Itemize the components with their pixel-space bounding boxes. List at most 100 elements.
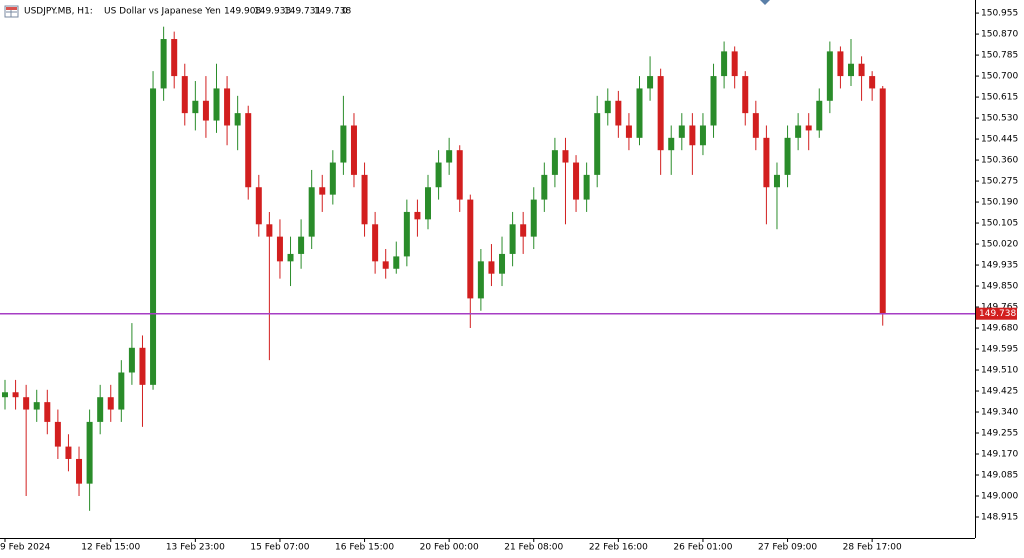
y-tick-label: 149.595 [981,345,1018,355]
candle-body [456,150,463,200]
y-tick-label: 149.425 [981,387,1018,397]
candle-body [393,256,400,269]
header-spread: 0 [342,7,348,17]
candle-body [350,125,357,175]
candle-body [160,39,167,89]
candle-body [414,211,421,220]
candle-body [657,76,664,151]
candle-body [403,211,410,257]
candle-body [234,113,241,126]
candle-body [2,392,8,398]
candle-body [594,113,601,175]
candle-body [551,150,558,175]
y-tick-label: 149.510 [981,366,1018,376]
candle-body [573,162,580,200]
y-tick-label: 149.340 [981,408,1018,418]
candle-body [699,125,706,146]
candle-body [287,253,294,262]
x-tick-label: 26 Feb 01:00 [673,543,732,553]
x-tick-label: 28 Feb 17:00 [843,543,902,553]
header-symbol: USDJPY.MB, H1: [24,7,93,17]
y-tick-label: 150.785 [981,51,1018,61]
x-tick-label: 9 Feb 2024 [0,543,51,553]
candle-body [636,88,643,138]
candle-body [689,125,696,146]
y-tick-label: 150.190 [981,198,1018,208]
candle-body [520,224,527,237]
candle-body [86,421,93,484]
symbol-icon [4,5,19,18]
y-tick-label: 149.255 [981,429,1018,439]
candle-body [583,174,590,200]
candle-body [23,397,30,410]
y-tick-label: 150.700 [981,72,1018,82]
candle-body [509,224,516,254]
candle-body [784,137,791,175]
candle-body [118,372,125,410]
y-tick-label: 150.360 [981,156,1018,166]
candle-body [848,63,854,77]
y-tick-label: 150.530 [981,114,1018,124]
candle-body [446,150,453,163]
candle-body [837,51,844,77]
candle-body [731,51,738,77]
shift-marker [760,0,770,5]
candle-body [488,261,495,274]
candle-body [499,253,506,274]
y-tick-label: 150.955 [981,9,1018,19]
y-tick-label: 150.870 [981,30,1018,40]
candle-body [171,39,178,77]
candle-body [139,347,146,385]
current-price-box [976,307,1017,320]
header-description: US Dollar vs Japanese Yen [104,7,221,17]
candle-body [128,347,135,373]
y-tick-label: 150.445 [981,135,1018,145]
candle-body [382,261,389,269]
candle-body [435,162,442,188]
candle-body [858,63,865,77]
candle-body [541,174,548,200]
header-high: 149.933 [254,7,291,17]
candle-body [668,137,675,151]
y-tick-label: 149.680 [981,324,1018,334]
candle-body [710,76,717,126]
candle-body [224,88,231,126]
candle-body [276,236,283,262]
y-tick-label: 150.275 [981,177,1018,187]
candle-body [604,100,611,114]
candle-body [44,402,51,422]
candle-body [255,187,262,225]
x-tick-label: 20 Feb 00:00 [420,543,479,553]
x-tick-label: 13 Feb 23:00 [166,543,225,553]
y-tick-label: 148.915 [981,513,1018,523]
current-price-label: 149.738 [979,309,1016,319]
candle-body [467,199,474,299]
y-tick-label: 150.105 [981,219,1018,229]
candle-body [266,224,273,237]
candle-body [647,76,654,89]
candle-body [319,187,326,195]
candle-body [625,125,632,138]
candle-body [107,397,114,410]
candle-body [213,88,220,121]
candle-body [202,100,209,121]
candle-body [361,174,368,225]
candle-body [721,51,728,77]
candle-body [742,76,749,114]
x-tick-label: 27 Feb 09:00 [758,543,817,553]
candle-body [869,76,876,89]
candle-body [76,458,83,484]
candle-body [192,100,199,114]
candle-body [12,392,19,398]
x-tick-label: 15 Feb 07:00 [250,543,309,553]
candle-body [308,187,315,237]
candle-body [530,199,537,237]
candle-body [805,125,812,131]
y-tick-label: 150.020 [981,240,1018,250]
candle-body [65,446,72,459]
candle-body [773,174,780,188]
y-tick-label: 149.765 [981,303,1018,313]
